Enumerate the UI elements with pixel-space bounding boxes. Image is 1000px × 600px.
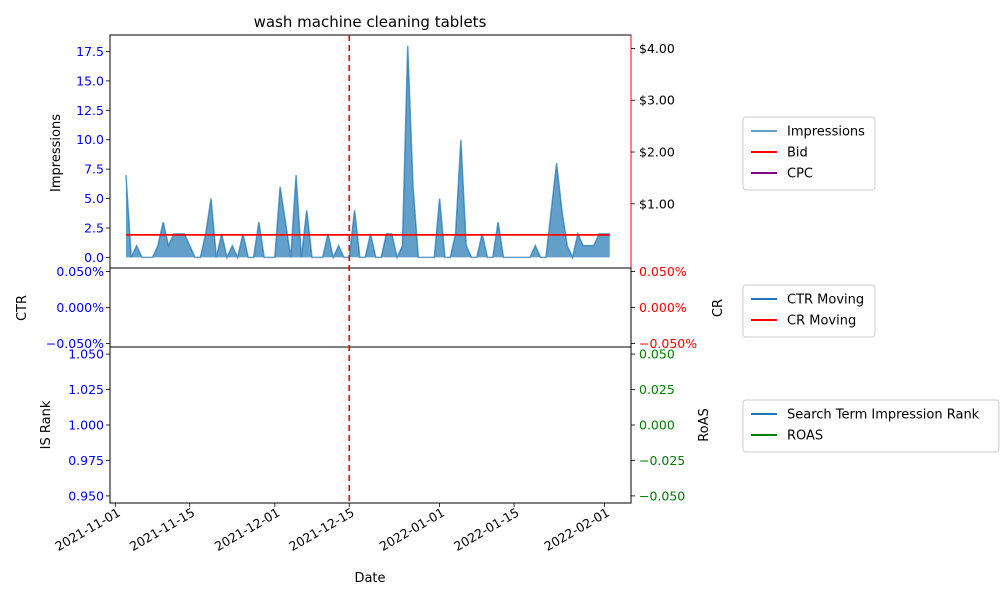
right-axis-label-cr: CR bbox=[711, 299, 726, 317]
legend-label: CTR Moving bbox=[787, 293, 864, 308]
right-tick-label: 0.050% bbox=[639, 264, 687, 279]
plot-frame bbox=[109, 267, 632, 348]
x-tick-label: 2022-01-01 bbox=[377, 505, 447, 554]
legend-label: Bid bbox=[787, 146, 808, 161]
right-tick-label: 0.000% bbox=[639, 300, 687, 315]
right-tick-label: $2.00 bbox=[639, 145, 675, 160]
x-axis: 2021-11-01 2021-11-15 2021-12-01 2021-12-15… bbox=[52, 503, 612, 554]
right-axis-label-roas: RoAS bbox=[697, 408, 712, 442]
legend-box bbox=[742, 399, 1000, 453]
left-tick-label: 12.5 bbox=[76, 103, 104, 118]
plot-area-is-rank-roas: 0.950 0.975 1.000 1.025 1.050 −0.050 −0.025 0.0… bbox=[68, 346, 685, 504]
right-tick-label: $3.00 bbox=[639, 93, 675, 108]
legend-label: ROAS bbox=[787, 429, 823, 444]
panel-is-rank-roas: IS Rank RoAS 0.950 0.975 1.000 1.025 1.050 −0… bbox=[39, 346, 712, 504]
left-tick-label: 0.950 bbox=[68, 488, 104, 503]
legend-label: Impressions bbox=[787, 125, 865, 140]
right-tick-label: 0.025 bbox=[639, 382, 675, 397]
x-axis-label: Date bbox=[354, 571, 385, 586]
left-tick-label: 0.975 bbox=[68, 453, 104, 468]
left-tick-label: 0.050% bbox=[56, 264, 104, 279]
legend-label: CR Moving bbox=[787, 314, 856, 329]
x-tick-label: 2021-11-15 bbox=[127, 505, 197, 554]
panel-impressions: Impressions 0.0 2.5 5.0 7.5 10.0 12.5 15.0 17.5… bbox=[49, 34, 675, 269]
left-tick-label: −0.050% bbox=[46, 336, 104, 351]
right-tick-label: 0.000 bbox=[639, 418, 675, 433]
left-tick-label: 0.000% bbox=[56, 300, 104, 315]
right-tick-label: $1.00 bbox=[639, 196, 675, 211]
x-tick-label: 2021-11-01 bbox=[52, 505, 122, 554]
left-tick-label: 1.000 bbox=[68, 418, 104, 433]
series-area-impressions bbox=[125, 45, 610, 258]
x-tick-label: 2021-12-01 bbox=[212, 505, 282, 554]
panel-ctr-cr: CTR CR −0.050% 0.000% 0.050% −0.050% 0.000% 0… bbox=[15, 264, 726, 351]
left-axis-label-ctr: CTR bbox=[15, 295, 30, 321]
legend-label: CPC bbox=[787, 167, 813, 182]
right-tick-label: −0.050% bbox=[639, 336, 697, 351]
right-tick-label: −0.050 bbox=[639, 488, 685, 503]
left-tick-label: 2.5 bbox=[84, 220, 104, 235]
right-tick-label: 0.050 bbox=[639, 347, 675, 362]
series-line-impressions bbox=[125, 45, 610, 260]
legend-box bbox=[742, 116, 876, 191]
left-tick-label: 1.050 bbox=[68, 347, 104, 362]
plot-area-ctr-cr: −0.050% 0.000% 0.050% −0.050% 0.000% 0.050% bbox=[46, 264, 697, 351]
right-tick-label: $4.00 bbox=[639, 41, 675, 56]
legend-label: Search Term Impression Rank bbox=[787, 408, 980, 423]
left-axis-label-impressions: Impressions bbox=[49, 114, 64, 192]
right-tick-label: −0.025 bbox=[639, 453, 685, 468]
x-tick-label: 2022-01-15 bbox=[451, 505, 521, 554]
left-tick-label: 1.025 bbox=[68, 382, 104, 397]
left-tick-label: 0.0 bbox=[84, 250, 104, 265]
plot-frame bbox=[109, 346, 632, 504]
left-tick-label: 10.0 bbox=[76, 132, 104, 147]
legends: Impressions Bid CPC CTR Moving CR Moving Sear… bbox=[742, 116, 1000, 453]
left-tick-label: 5.0 bbox=[84, 191, 104, 206]
x-tick-label: 2022-02-01 bbox=[541, 505, 611, 554]
left-tick-label: 15.0 bbox=[76, 73, 104, 88]
left-tick-label: 17.5 bbox=[76, 44, 104, 59]
plot-area-impressions: 0.0 2.5 5.0 7.5 10.0 12.5 15.0 17.5 $1.00 $2.00 $3… bbox=[76, 34, 675, 269]
left-axis-label-is-rank: IS Rank bbox=[39, 400, 54, 449]
left-tick-label: 7.5 bbox=[84, 162, 104, 177]
x-tick-label: 2021-12-15 bbox=[286, 505, 356, 554]
chart-title: wash machine cleaning tablets bbox=[254, 13, 487, 31]
